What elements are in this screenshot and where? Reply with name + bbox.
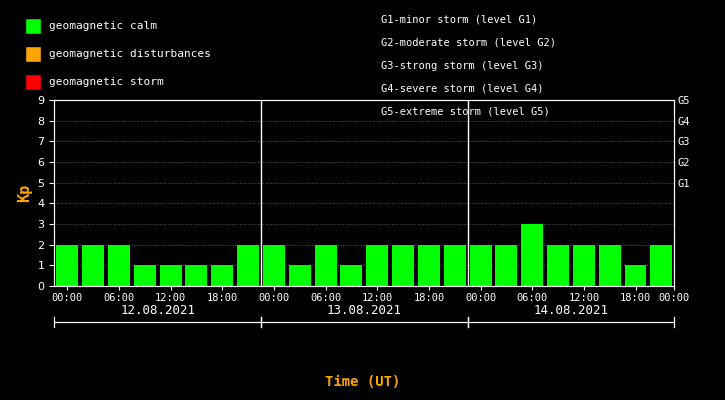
Text: geomagnetic disturbances: geomagnetic disturbances	[49, 49, 210, 59]
Bar	[82, 245, 104, 286]
Bar	[186, 265, 207, 286]
Text: 12.08.2021: 12.08.2021	[120, 304, 195, 316]
Bar	[495, 245, 518, 286]
Bar	[237, 245, 259, 286]
Bar	[263, 245, 285, 286]
Text: Time (UT): Time (UT)	[325, 375, 400, 389]
Text: G2-moderate storm (level G2): G2-moderate storm (level G2)	[381, 38, 555, 48]
Bar	[624, 265, 647, 286]
Text: G5-extreme storm (level G5): G5-extreme storm (level G5)	[381, 106, 550, 116]
Bar	[650, 245, 672, 286]
Bar	[211, 265, 233, 286]
Text: G4-severe storm (level G4): G4-severe storm (level G4)	[381, 84, 543, 94]
Y-axis label: Kp: Kp	[17, 184, 32, 202]
Text: G1-minor storm (level G1): G1-minor storm (level G1)	[381, 15, 537, 25]
Text: 14.08.2021: 14.08.2021	[534, 304, 608, 316]
Bar	[341, 265, 362, 286]
Bar	[444, 245, 465, 286]
Text: geomagnetic storm: geomagnetic storm	[49, 77, 163, 87]
Bar	[521, 224, 543, 286]
Bar	[57, 245, 78, 286]
Bar	[289, 265, 311, 286]
Text: 13.08.2021: 13.08.2021	[327, 304, 402, 316]
Bar	[315, 245, 336, 286]
Bar	[366, 245, 388, 286]
Bar	[470, 245, 492, 286]
Bar	[392, 245, 414, 286]
Bar	[573, 245, 594, 286]
Bar	[418, 245, 440, 286]
Text: geomagnetic calm: geomagnetic calm	[49, 21, 157, 31]
Bar	[134, 265, 156, 286]
Bar	[160, 265, 181, 286]
Bar	[547, 245, 569, 286]
Bar	[108, 245, 130, 286]
Text: G3-strong storm (level G3): G3-strong storm (level G3)	[381, 61, 543, 70]
Bar	[599, 245, 621, 286]
